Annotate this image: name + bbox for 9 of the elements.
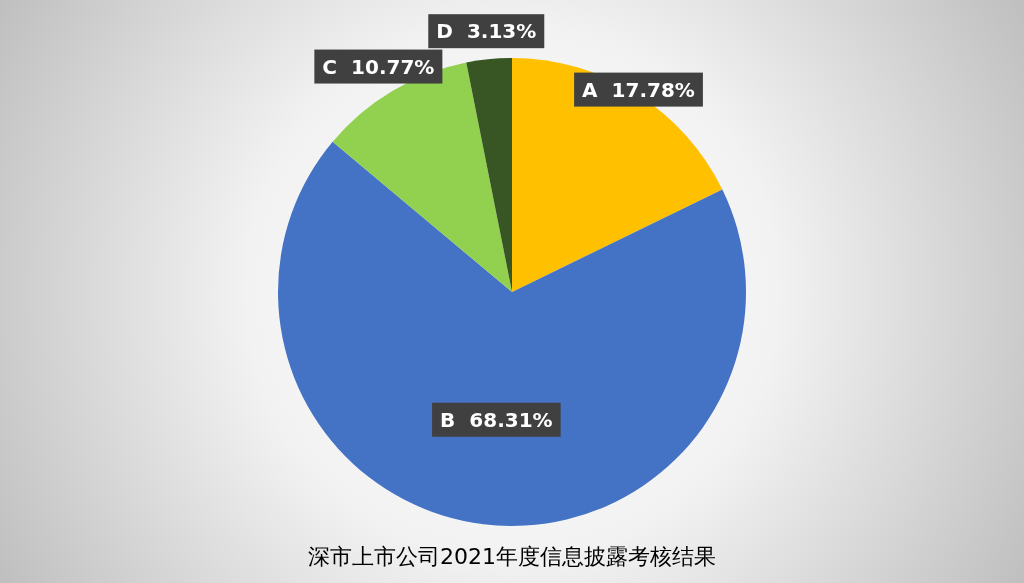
slice-label: C [322, 54, 338, 79]
data-label: 17.78% [611, 77, 695, 102]
text: 深市上市公司2021年度信息披露考核结果 [308, 543, 716, 569]
data-label: 10.77% [351, 54, 435, 79]
data-label: 68.31% [469, 407, 553, 432]
slice-label: B [440, 407, 456, 432]
data-label: 3.13% [466, 19, 537, 44]
slice-label: A [582, 77, 599, 102]
slice-label: D [436, 19, 453, 44]
